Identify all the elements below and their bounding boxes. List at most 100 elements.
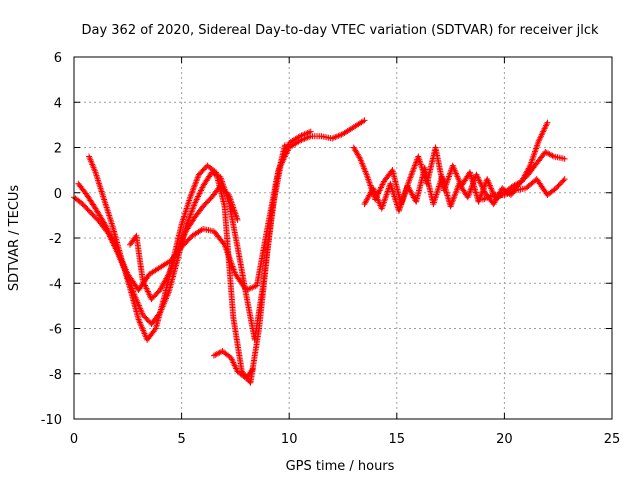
x-tick-label: 10: [281, 432, 298, 447]
y-tick-label: 6: [54, 51, 62, 66]
data-marker-trail: [93, 206, 109, 229]
data-point: [234, 216, 241, 223]
data-marker-trail: [552, 153, 566, 162]
data-marker-trail: [145, 326, 158, 342]
data-marker-trail: [125, 272, 141, 292]
data-marker-trail: [226, 193, 241, 222]
data-marker-trail: [133, 234, 146, 283]
data-marker-trail: [276, 141, 292, 172]
y-tick-label: 2: [54, 142, 62, 157]
data-marker-trail: [101, 198, 116, 229]
data-series: [71, 117, 568, 386]
data-point: [430, 201, 437, 208]
series-track-6: [350, 119, 551, 208]
data-marker-trail: [527, 139, 542, 168]
data-marker-trail: [103, 225, 120, 251]
data-marker-trail: [127, 286, 142, 321]
x-tick-label: 15: [389, 432, 406, 447]
data-marker-trail: [205, 163, 218, 175]
data-marker-trail: [80, 202, 93, 215]
x-tick-label: 5: [177, 432, 185, 447]
data-marker-trail: [147, 265, 162, 277]
series-track-5: [210, 348, 256, 382]
data-marker-trail: [554, 177, 567, 190]
data-marker-trail: [502, 188, 517, 198]
data-marker-trail: [200, 170, 214, 188]
data-marker-trail: [192, 184, 206, 206]
data-marker-trail: [140, 279, 154, 301]
data-marker-trail: [351, 145, 363, 161]
data-marker-trail: [86, 155, 98, 174]
data-marker-trail: [526, 161, 539, 177]
data-marker-trail: [233, 272, 249, 292]
data-marker-trail: [174, 229, 189, 254]
data-marker-trail: [89, 211, 102, 224]
series-track-7: [361, 149, 568, 214]
x-tick-label: 25: [604, 432, 621, 447]
data-marker-trail: [179, 195, 193, 226]
series-track-8: [479, 176, 568, 203]
data-marker-trail: [534, 177, 550, 197]
data-marker-trail: [543, 149, 556, 159]
y-tick-label: -8: [49, 368, 62, 383]
y-tick-label: -6: [49, 323, 62, 338]
data-marker-trail: [287, 138, 302, 150]
data-marker-trail: [72, 195, 85, 206]
x-tick-label: 20: [496, 432, 513, 447]
data-marker-trail: [220, 349, 233, 360]
data-marker-trail: [352, 118, 366, 130]
data-marker-trail: [230, 315, 245, 373]
data-point: [544, 119, 551, 126]
data-marker-trail: [84, 193, 98, 211]
x-axis-label: GPS time / hours: [286, 459, 395, 474]
data-marker-trail: [226, 200, 241, 249]
data-marker-trail: [481, 192, 496, 202]
data-marker-trail: [149, 288, 162, 301]
data-marker-trail: [114, 247, 131, 276]
y-axis-label: SDTVAR / TECUs: [7, 185, 22, 292]
data-marker-trail: [330, 131, 345, 141]
data-marker-trail: [534, 150, 548, 165]
data-marker-trail: [341, 125, 356, 136]
data-marker-trail: [93, 170, 107, 201]
y-tick-label: -4: [49, 277, 62, 292]
data-marker-trail: [357, 157, 370, 177]
data-marker-trail: [244, 283, 259, 293]
y-tick-label: -2: [49, 232, 62, 247]
data-marker-trail: [254, 225, 271, 287]
data-point: [561, 155, 568, 162]
data-marker-trail: [187, 173, 202, 199]
data-marker-trail: [244, 367, 255, 380]
data-marker-trail: [298, 133, 313, 144]
data-marker-trail: [211, 229, 227, 247]
data-marker-trail: [228, 356, 240, 373]
y-tick-label: 4: [54, 96, 62, 111]
data-marker-trail: [222, 243, 238, 276]
data-point: [249, 366, 256, 373]
data-marker-trail: [474, 173, 488, 195]
series-track-2: [86, 142, 288, 386]
data-marker-trail: [158, 258, 173, 270]
axis-ticks: 0 5 10 15 20 25 -10 -8 -6 -4 -2 0 2 4 6: [41, 51, 621, 447]
data-marker-trail: [183, 202, 197, 229]
data-marker-trail: [298, 129, 313, 139]
data-marker-trail: [536, 121, 550, 143]
y-tick-label: -10: [41, 413, 62, 428]
data-marker-trail: [166, 259, 180, 294]
data-marker-trail: [76, 182, 89, 197]
data-point: [361, 117, 368, 124]
data-marker-trail: [218, 184, 231, 197]
data-marker-trail: [256, 247, 271, 330]
data-marker-trail: [183, 215, 197, 233]
data-marker-trail: [287, 134, 302, 146]
data-marker-trail: [157, 272, 171, 292]
data-marker-trail: [166, 250, 180, 276]
data-marker-trail: [190, 226, 205, 238]
data-point: [101, 196, 108, 203]
x-tick-label: 0: [70, 432, 78, 447]
data-marker-trail: [192, 204, 206, 220]
data-marker-trail: [545, 186, 558, 197]
series-track-3: [75, 128, 314, 294]
y-tick-label: 0: [54, 187, 62, 202]
